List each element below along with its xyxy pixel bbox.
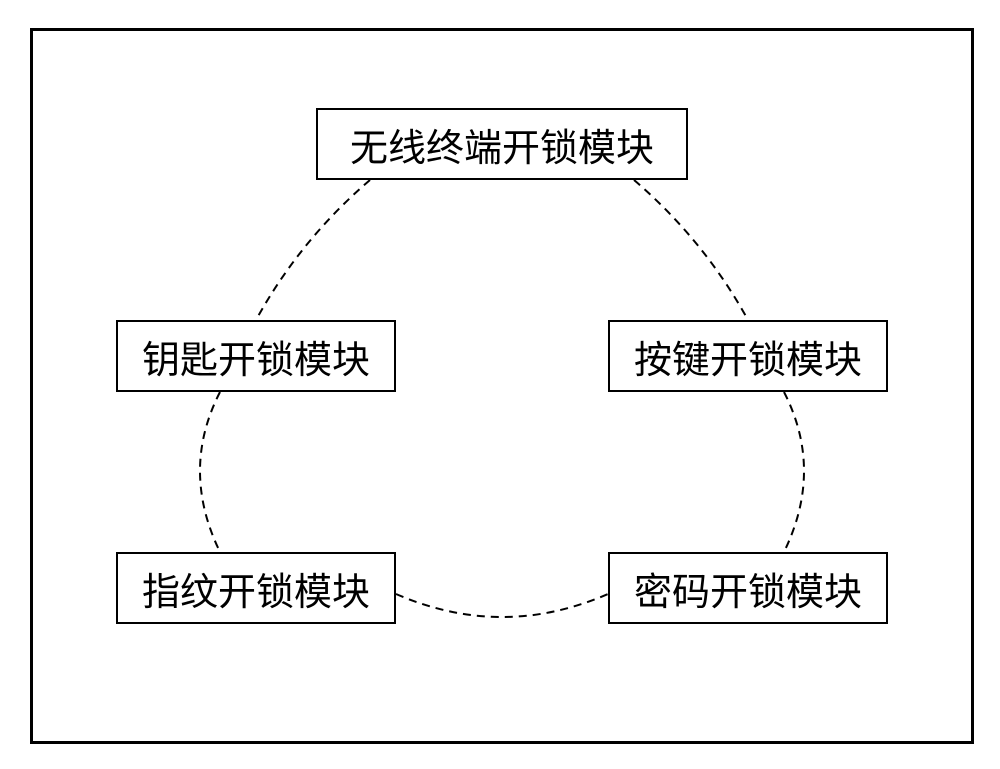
node-label: 指纹开锁模块	[142, 561, 370, 616]
node-password-unlock: 密码开锁模块	[608, 552, 888, 624]
node-fingerprint-unlock: 指纹开锁模块	[116, 552, 396, 624]
node-label: 按键开锁模块	[634, 329, 862, 384]
node-key-unlock: 钥匙开锁模块	[116, 320, 396, 392]
node-label: 钥匙开锁模块	[142, 329, 370, 384]
node-label: 密码开锁模块	[634, 561, 862, 616]
node-label: 无线终端开锁模块	[350, 117, 654, 172]
node-wireless-terminal-unlock: 无线终端开锁模块	[316, 108, 688, 180]
node-button-unlock: 按键开锁模块	[608, 320, 888, 392]
